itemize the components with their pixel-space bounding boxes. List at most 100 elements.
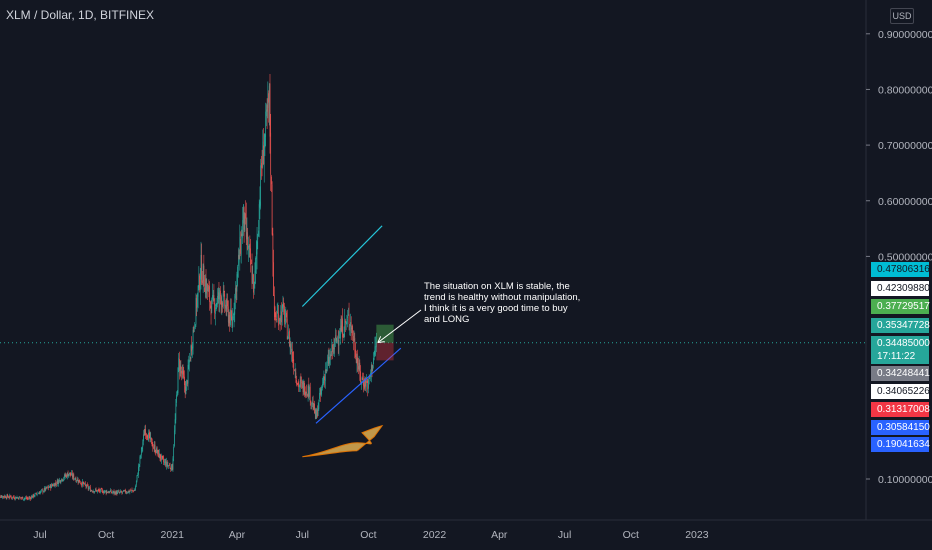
candle-body — [209, 285, 210, 302]
price-tag[interactable]: 0.34248441 — [871, 366, 930, 381]
candle-body — [336, 338, 338, 342]
x-tick-label: Apr — [491, 529, 508, 541]
candle-body — [374, 346, 376, 355]
candle-body — [18, 497, 19, 500]
candle-body — [237, 266, 238, 277]
candle-body — [153, 447, 154, 449]
candle-body — [292, 359, 294, 362]
candle-body — [276, 318, 277, 321]
candle-body — [251, 265, 253, 284]
price-tag[interactable]: 0.35347728 — [871, 318, 930, 333]
candle-body — [222, 291, 224, 307]
candle-body — [278, 319, 280, 324]
candle-body — [43, 487, 45, 491]
candle-body — [179, 365, 181, 373]
candle-body — [310, 401, 312, 403]
price-tag[interactable]: 0.47806316 — [871, 262, 930, 277]
candle-body — [228, 315, 230, 324]
candle-body — [48, 487, 50, 488]
candle-body — [87, 485, 89, 489]
candle-body — [247, 234, 249, 250]
candle-body — [375, 346, 376, 347]
candle-body — [298, 383, 300, 388]
candle-body — [111, 491, 113, 493]
candle-body — [110, 490, 112, 493]
candle-body — [369, 376, 371, 377]
currency-selector[interactable]: USD — [890, 8, 914, 24]
candle-body — [22, 496, 24, 500]
candle-body — [250, 248, 251, 265]
candle-body — [132, 490, 134, 491]
candle-body — [207, 284, 208, 292]
candle-body — [155, 452, 157, 453]
price-tag[interactable]: 17:11:22 — [871, 349, 929, 364]
candle-body — [170, 468, 172, 471]
x-tick-label: 2023 — [685, 529, 709, 541]
long-position-target-zone — [376, 324, 394, 343]
candle-body — [130, 490, 131, 492]
chart-annotation-text[interactable]: The situation on XLM is stable, the tren… — [424, 281, 581, 325]
candle-body — [106, 491, 108, 494]
candle-body — [115, 491, 117, 495]
candle-body — [77, 479, 78, 481]
candle-body — [157, 450, 159, 453]
candle-body — [28, 497, 30, 499]
candle-body — [114, 491, 116, 493]
candle-body — [29, 497, 31, 499]
price-tag[interactable]: 0.42309880 — [871, 281, 930, 296]
candle-body — [161, 455, 162, 461]
candle-body — [211, 298, 213, 313]
candle-body — [159, 453, 161, 459]
candle-body — [25, 497, 26, 499]
price-tag[interactable]: 0.34485000 — [871, 336, 930, 351]
candle-body — [220, 290, 221, 297]
candle-body — [61, 478, 62, 482]
candle-body — [260, 165, 261, 206]
candle-body — [150, 436, 152, 440]
candle-body — [163, 461, 165, 463]
candle-body — [240, 239, 241, 254]
candle-body — [264, 134, 266, 148]
candle-body — [98, 489, 100, 491]
candle-body — [314, 403, 315, 414]
candle-body — [294, 370, 296, 372]
candle-body — [353, 339, 355, 340]
candle-body — [243, 204, 244, 224]
candle-body — [8, 497, 10, 498]
candle-body — [313, 403, 315, 409]
candle-body — [370, 364, 372, 375]
price-tag[interactable]: 0.19041634 — [871, 437, 930, 452]
candle-body — [24, 498, 26, 499]
candle-body — [107, 491, 108, 493]
candle-body — [246, 232, 248, 240]
candle-body — [272, 233, 274, 263]
candle-body — [135, 480, 137, 486]
price-tag[interactable]: 0.37729517 — [871, 299, 930, 314]
symbol-title[interactable]: XLM / Dollar, 1D, BITFINEX — [6, 8, 155, 22]
candle-body — [34, 493, 36, 497]
candle-body — [179, 358, 180, 371]
price-tag[interactable]: 0.30584150 — [871, 420, 930, 435]
y-tick-label: 0.60000000 — [878, 196, 932, 208]
candle-body — [37, 493, 39, 495]
candle-body — [341, 320, 343, 333]
candle-body — [143, 434, 144, 442]
candle-body — [92, 491, 94, 493]
candle-body — [338, 339, 340, 346]
candle-body — [203, 265, 205, 286]
price-tag[interactable]: 0.34065226 — [871, 384, 930, 399]
candle-body — [306, 392, 307, 393]
candle-body — [319, 393, 321, 396]
candle-body — [181, 368, 183, 374]
candle-body — [277, 312, 279, 313]
candle-body — [4, 496, 6, 498]
candle-body — [358, 366, 359, 370]
candle-body — [11, 497, 13, 499]
price-tag[interactable]: 0.31317008 — [871, 402, 930, 417]
candle-body — [84, 483, 85, 485]
candle-body — [197, 294, 198, 308]
candle-body — [71, 472, 72, 476]
candle-body — [33, 494, 34, 497]
candle-body — [347, 314, 349, 316]
